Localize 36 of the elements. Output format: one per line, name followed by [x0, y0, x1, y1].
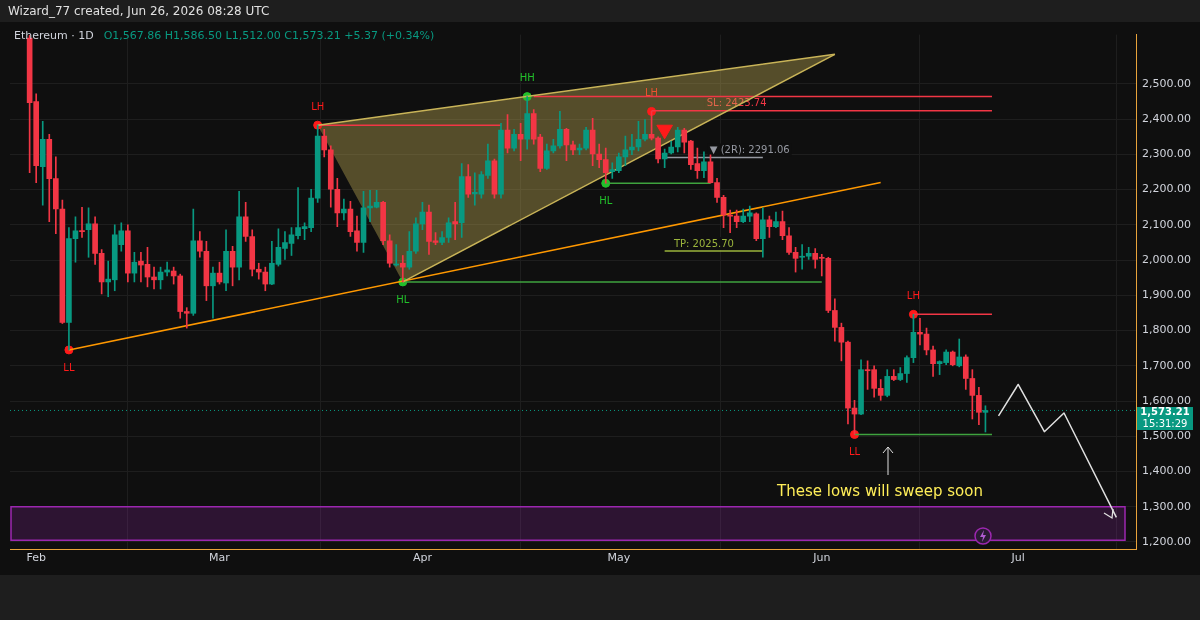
annotation: These lows will sweep soon: [776, 482, 984, 500]
annotation: HL: [396, 293, 410, 305]
text: Wizard_77 created, Jun 26, 2026 08:28 UTC: [8, 4, 270, 18]
y-tick-label: 1,600.00: [1142, 393, 1191, 407]
text: 15:31:29: [1142, 417, 1188, 429]
x-tick-label: Mar: [209, 551, 231, 565]
annotation: LL: [848, 446, 861, 458]
annotation: LH: [311, 100, 325, 112]
y-tick-label: 1,300.00: [1142, 499, 1191, 513]
annotation: HH: [519, 72, 535, 84]
annotation: TP: 2025.70: [672, 237, 734, 249]
chart-subtitle: O1,567.86 H1,586.50 L1,512.00 C1,573.21 +5.37 (+0.34%): [103, 29, 435, 42]
x-tick-label: Apr: [412, 551, 433, 565]
y-tick-label: 2,400.00: [1142, 112, 1191, 126]
x-tick-label: May: [607, 551, 631, 565]
y-tick-label: 1,400.00: [1142, 464, 1191, 478]
annotation: LH: [645, 87, 659, 98]
y-tick-label: 1,200.00: [1142, 534, 1191, 548]
y-tick-label: 1,500.00: [1142, 429, 1191, 443]
y-tick-label: 1,700.00: [1142, 358, 1191, 372]
annotation: HL: [599, 194, 613, 206]
y-tick-label: 2,000.00: [1142, 252, 1191, 266]
y-tick-label: 2,200.00: [1142, 182, 1191, 196]
x-tick-label: Jul: [1010, 551, 1025, 565]
x-tick-label: Jun: [812, 551, 831, 565]
y-tick-label: 2,500.00: [1142, 76, 1191, 90]
y-tick-label: 2,100.00: [1142, 217, 1191, 231]
annotation: ▼ (2R): 2291.06: [709, 144, 790, 156]
ref-line-label: 1,573.21: [1140, 406, 1190, 418]
y-tick-label: 2,300.00: [1142, 147, 1191, 161]
chart-title: Ethereum · 1D: [14, 29, 94, 42]
y-tick-label: 1,800.00: [1142, 323, 1191, 337]
y-tick-label: 1,900.00: [1142, 288, 1191, 302]
x-tick-label: Feb: [26, 551, 46, 565]
annotation: LL: [63, 361, 75, 373]
annotation: LH: [906, 289, 920, 301]
